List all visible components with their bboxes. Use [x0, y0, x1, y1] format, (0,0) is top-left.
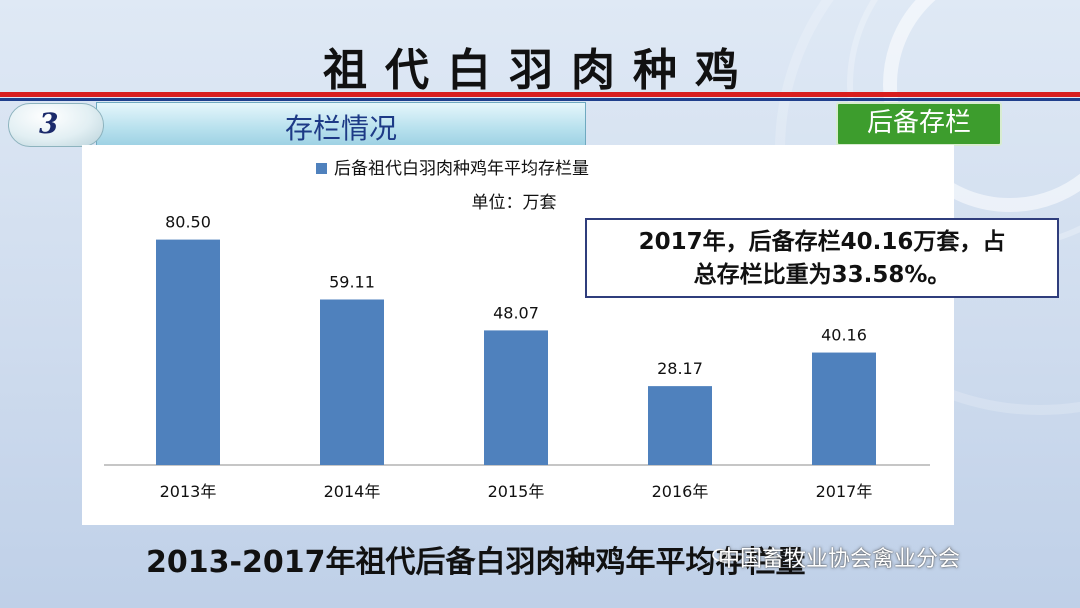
bar-value-label-3: 28.17 — [657, 359, 703, 378]
category-tag: 后备存栏 — [836, 102, 1002, 146]
callout-line-1: 2017年，后备存栏40.16万套，占 — [638, 229, 1006, 255]
section-bar: 存栏情况 — [96, 102, 586, 146]
legend-swatch — [316, 163, 327, 174]
bar-4 — [812, 352, 876, 465]
section-number-badge: 3 — [8, 103, 104, 147]
x-tick-label-4: 2017年 — [816, 482, 873, 501]
chart-panel: 后备祖代白羽肉种鸡年平均存栏量 单位：万套 80.50 2013年 59.11 201… — [82, 145, 954, 525]
bar-2 — [484, 330, 548, 465]
bar-0 — [156, 239, 220, 465]
unit-label: 单位：万套 — [472, 193, 557, 213]
legend-label: 后备祖代白羽肉种鸡年平均存栏量 — [334, 159, 589, 179]
section-number: 3 — [39, 107, 59, 140]
bar-1 — [320, 299, 384, 465]
divider-red — [0, 92, 1080, 97]
section-label: 存栏情况 — [284, 112, 397, 145]
page-title: 祖代白羽肉种鸡 — [323, 45, 757, 96]
annotation-callout: 2017年，后备存栏40.16万套，占 总存栏比重为33.58%。 — [585, 218, 1059, 298]
wechat-icon — [712, 548, 732, 563]
bar-value-label-2: 48.07 — [493, 303, 539, 322]
divider-navy — [0, 98, 1080, 101]
bar-value-label-4: 40.16 — [821, 326, 867, 345]
callout-line-2: 总存栏比重为33.58%。 — [693, 262, 951, 288]
x-tick-label-0: 2013年 — [160, 482, 217, 501]
x-tick-label-1: 2014年 — [324, 482, 381, 501]
bar-value-label-1: 59.11 — [329, 272, 375, 291]
bar-3 — [648, 386, 712, 465]
source-watermark: 中国畜牧业协会禽业分会 — [718, 547, 961, 572]
bar-chart: 后备祖代白羽肉种鸡年平均存栏量 单位：万套 80.50 2013年 59.11 201… — [104, 159, 930, 501]
chart-caption: 2013-2017年祖代后备白羽肉种鸡年平均存栏量 — [146, 545, 806, 580]
x-tick-label-3: 2016年 — [652, 482, 709, 501]
x-tick-label-2: 2015年 — [488, 482, 545, 501]
bar-value-label-0: 80.50 — [165, 213, 211, 232]
